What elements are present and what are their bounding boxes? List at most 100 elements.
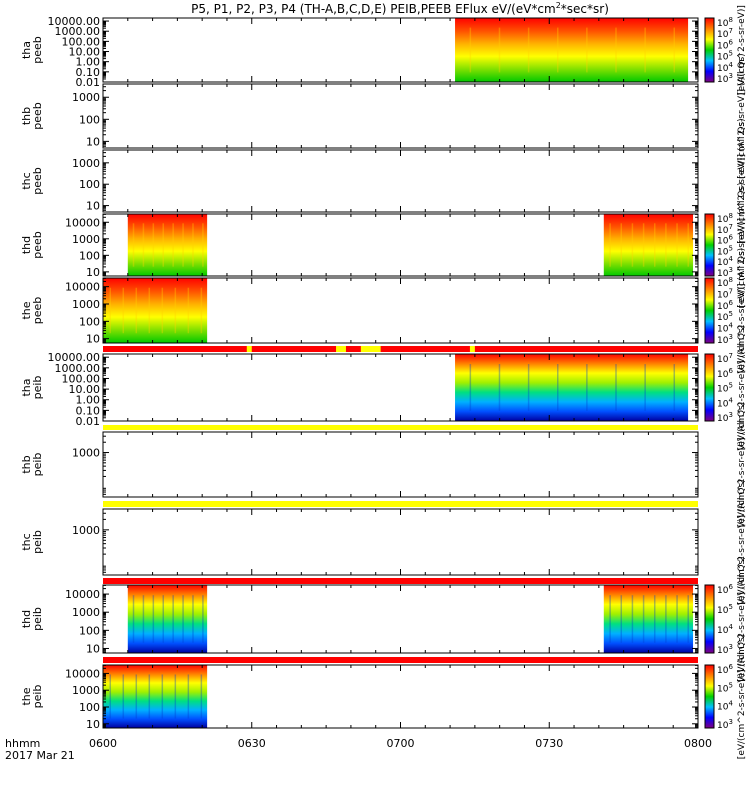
texture-stripe	[527, 364, 530, 411]
texture-stripe	[586, 27, 588, 73]
colorbar-unit-thd-peeb: [eV/(cm^2-s-sr-eV)] (All Qs)	[737, 182, 747, 307]
colorbar-label: 104	[717, 255, 733, 268]
colorbar-unit-label: [eV/(cm^2-s-sr-eV)] (All Qs)	[737, 118, 747, 243]
texture-stripe	[556, 27, 559, 73]
time-axis-label-date: 2017 Mar 21	[5, 749, 75, 762]
y-tick-label: 1000	[72, 91, 100, 104]
texture-stripe	[631, 595, 634, 643]
colorbar-label: 105	[717, 310, 733, 323]
y-tick-label: 100.00	[62, 372, 101, 385]
texture-stripe	[615, 364, 617, 411]
texture-stripe	[642, 223, 645, 267]
texture-stripe	[152, 595, 155, 643]
spectrogram-block-tha-peeb-0	[455, 18, 689, 82]
texture-stripe	[469, 27, 472, 73]
texture-stripe	[132, 223, 135, 267]
y-tick-label: 10000	[65, 667, 100, 680]
colorbar-label: 106	[717, 38, 733, 51]
texture-stripe	[653, 223, 656, 267]
colorbar-label: 107	[717, 223, 733, 236]
panel-label-product: peeb	[31, 36, 44, 64]
texture-stripe	[644, 364, 646, 411]
panel-label-probe: thb	[20, 107, 33, 125]
panel-label-probe: the	[20, 687, 33, 705]
colorbar-label: 103	[717, 333, 733, 346]
colorbar-unit-the-peib: [eV/(cm^2-s-sr-eV)] (All Qs)	[737, 634, 747, 759]
texture-stripe	[609, 595, 611, 643]
panel-label-product: peib	[31, 607, 44, 631]
spectrogram-block-thd-peeb-1	[603, 214, 694, 276]
texture-stripe	[182, 223, 184, 267]
panel-stack: 10000.001000.00100.0010.001.000.100.01th…	[20, 5, 747, 759]
panel-label-probe: thd	[20, 236, 33, 254]
panel-label-probe: tha	[20, 41, 33, 59]
y-tick-label: 100	[79, 315, 100, 328]
y-tick-label: 0.01	[76, 76, 101, 89]
texture-stripe	[586, 364, 588, 411]
colorbar-tha-peib	[704, 353, 715, 422]
time-tick-label: 0700	[387, 737, 415, 750]
y-tick-label: 10	[86, 200, 100, 213]
y-tick-label: 10	[86, 266, 100, 279]
panel-label-probe: tha	[20, 378, 33, 396]
texture-stripe	[676, 223, 678, 267]
colorbar-the-peeb	[704, 277, 715, 344]
chart-title: P5, P1, P2, P3, P4 (TH-A,B,C,D,E) PEIB,P…	[191, 1, 609, 16]
texture-stripe	[142, 595, 145, 643]
texture-stripe	[135, 674, 138, 719]
colorbar-unit-thb-peeb: [eV/(cm^2-s-sr-eV)] (All Qs)	[737, 53, 747, 178]
colorbar-unit-label: [eV/(cm^2-s-sr-eV)] (All Qs)	[737, 182, 747, 307]
flag-bar-0	[103, 346, 698, 352]
spectrogram-block-thd-peeb-0	[127, 214, 208, 276]
colorbar-thd-peib	[704, 584, 715, 654]
colorbar-label: 103	[717, 718, 733, 731]
texture-stripe	[122, 674, 125, 719]
colorbar-label: 105	[717, 382, 733, 395]
colorbar-label: 106	[717, 663, 733, 676]
colorbar-label: 106	[717, 234, 733, 247]
colorbar-label: 103	[717, 266, 733, 279]
texture-stripe	[527, 27, 530, 73]
colorbar-the-peib	[704, 664, 715, 729]
texture-stripe	[620, 595, 623, 643]
y-tick-label: 1000	[72, 157, 100, 170]
texture-stripe	[161, 287, 164, 334]
texture-stripe	[644, 27, 646, 73]
colorbar-label: 106	[717, 583, 733, 596]
texture-stripe	[109, 674, 112, 719]
texture-stripe	[152, 223, 155, 267]
colorbar-unit-label: [eV/(cm^2-s-sr-eV)] (All Qs)	[737, 325, 747, 450]
y-tick-label: 100	[79, 701, 100, 714]
colorbar-unit-label: [eV/(cm^2-s-sr-eV)] (All Qs)	[737, 556, 747, 681]
colorbar-label: 104	[717, 322, 733, 335]
panel-frame-thb-peib	[102, 431, 699, 498]
y-tick-label: 1000	[72, 606, 100, 619]
flag-bar-1	[103, 425, 698, 430]
chart-title-sup: 2	[556, 1, 561, 10]
texture-stripe	[135, 287, 138, 334]
colorbar-label: 108	[717, 212, 733, 225]
texture-stripe	[162, 223, 164, 267]
colorbar-label: 103	[717, 411, 733, 424]
texture-stripe	[631, 223, 634, 267]
panel-label-probe: thc	[20, 172, 33, 189]
colorbar-unit-label: [eV/(cm^2-s-sr-eV)] (All Qs)	[737, 53, 747, 178]
texture-stripe	[469, 364, 472, 411]
y-tick-label: 1.00	[76, 394, 101, 407]
colorbar-label: 105	[717, 603, 733, 616]
colorbar-unit-tha-peeb: [eV/(cm^2-s-sr-eV)]	[737, 5, 747, 95]
texture-stripe	[172, 595, 174, 643]
colorbar-label: 104	[717, 396, 733, 409]
colorbar-unit-label: [eV/(cm^2-s-sr-eV)]	[737, 5, 747, 95]
y-tick-label: 10.00	[69, 46, 101, 59]
chart-title-tail: *sec*sr)	[561, 2, 609, 16]
y-tick-label: 100	[79, 113, 100, 126]
colorbar-label: 107	[717, 27, 733, 40]
colorbar-label: 104	[717, 623, 733, 636]
